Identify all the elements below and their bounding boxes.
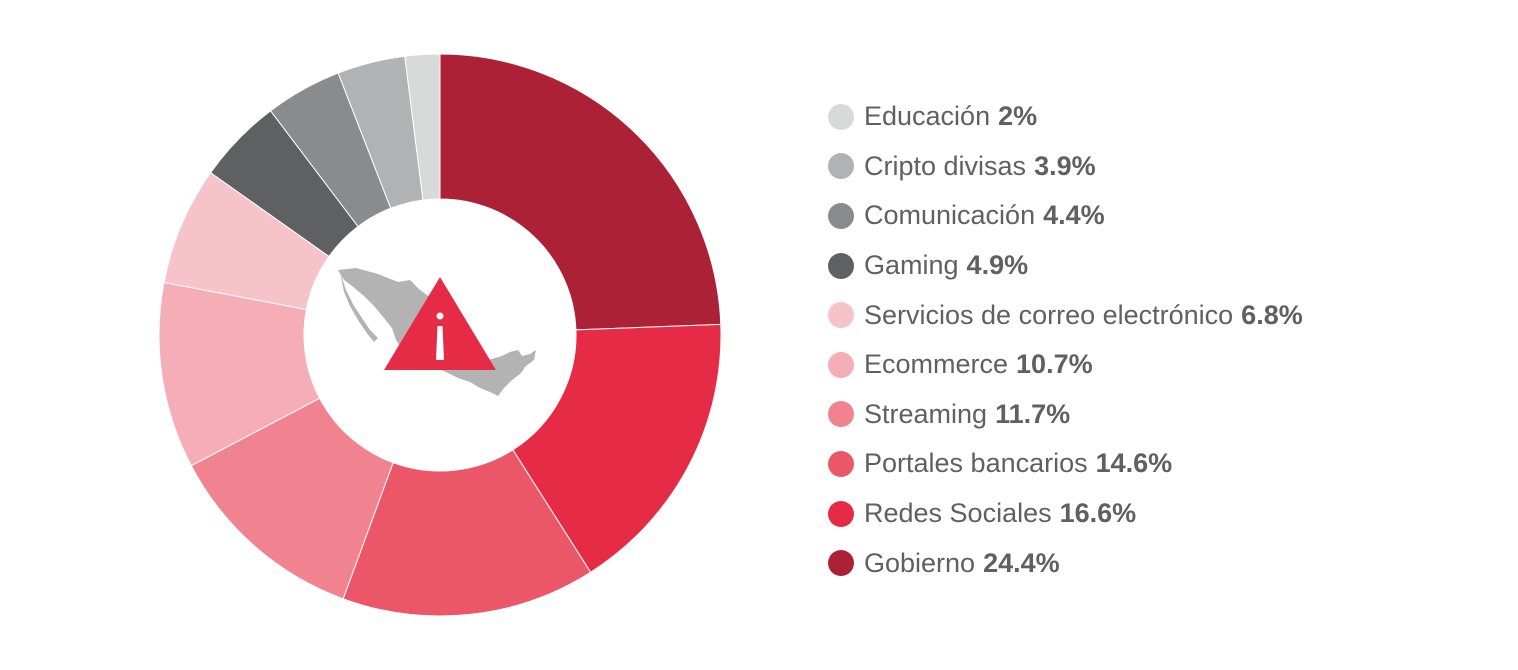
legend-swatch <box>828 500 854 527</box>
legend-swatch <box>828 103 854 130</box>
legend-swatch <box>828 450 854 477</box>
legend-value: 2% <box>998 101 1038 132</box>
legend-swatch <box>828 550 854 577</box>
legend-item-ecommerce: Ecommerce 10.7% <box>828 340 1303 390</box>
warning-triangle-icon <box>384 277 496 370</box>
legend-label: Educación <box>864 101 991 132</box>
legend-label: Cripto divisas <box>864 150 1027 181</box>
legend-item-streaming: Streaming 11.7% <box>828 390 1303 440</box>
legend-item-portales-bancarios: Portales bancarios 14.6% <box>828 439 1303 489</box>
chart-legend: Educación 2% Cripto divisas 3.9% Comunicació… <box>828 92 1303 588</box>
center-graphic <box>338 268 536 396</box>
legend-swatch <box>828 302 854 329</box>
legend-swatch <box>828 153 854 180</box>
legend-label: Redes Sociales <box>864 498 1052 529</box>
slice-portales-bancarios <box>342 449 592 617</box>
legend-item-gobierno: Gobierno 24.4% <box>828 538 1303 588</box>
legend-value: 16.6% <box>1059 498 1137 529</box>
donut-slices <box>158 53 722 617</box>
slice-educacion <box>404 53 441 201</box>
legend-item-educacion: Educación 2% <box>828 92 1303 142</box>
legend-item-gaming: Gaming 4.9% <box>828 241 1303 291</box>
legend-label: Gaming <box>864 250 959 281</box>
warning-bar-icon <box>436 326 444 360</box>
warning-dot-icon <box>436 312 444 320</box>
legend-value: 3.9% <box>1034 150 1096 181</box>
legend-swatch <box>828 401 854 428</box>
legend-item-redes-sociales: Redes Sociales 16.6% <box>828 489 1303 539</box>
legend-item-cripto-divisas: Cripto divisas 3.9% <box>828 142 1303 192</box>
legend-value: 24.4% <box>983 547 1060 578</box>
legend-value: 4.9% <box>966 250 1029 281</box>
legend-value: 10.7% <box>1016 349 1093 380</box>
legend-label: Ecommerce <box>864 349 1009 380</box>
legend-value: 14.6% <box>1095 448 1173 479</box>
legend-value: 11.7% <box>995 398 1071 429</box>
slice-gobierno <box>439 53 722 331</box>
legend-label: Portales bancarios <box>864 448 1088 479</box>
legend-swatch <box>828 351 854 378</box>
legend-swatch <box>828 202 854 229</box>
legend-label: Streaming <box>864 398 988 429</box>
legend-value: 4.4% <box>1043 200 1105 231</box>
legend-label: Comunicación <box>864 200 1036 231</box>
legend-label: Servicios de correo electrónico <box>864 299 1234 330</box>
legend-label: Gobierno <box>864 547 976 578</box>
slice-redes-sociales <box>512 323 722 573</box>
legend-item-comunicacion: Comunicación 4.4% <box>828 191 1303 241</box>
legend-value: 6.8% <box>1241 299 1303 330</box>
donut-chart <box>158 53 722 617</box>
legend-swatch <box>828 252 854 279</box>
legend-item-servicios-de-correo-electronico: Servicios de correo electrónico 6.8% <box>828 290 1303 340</box>
